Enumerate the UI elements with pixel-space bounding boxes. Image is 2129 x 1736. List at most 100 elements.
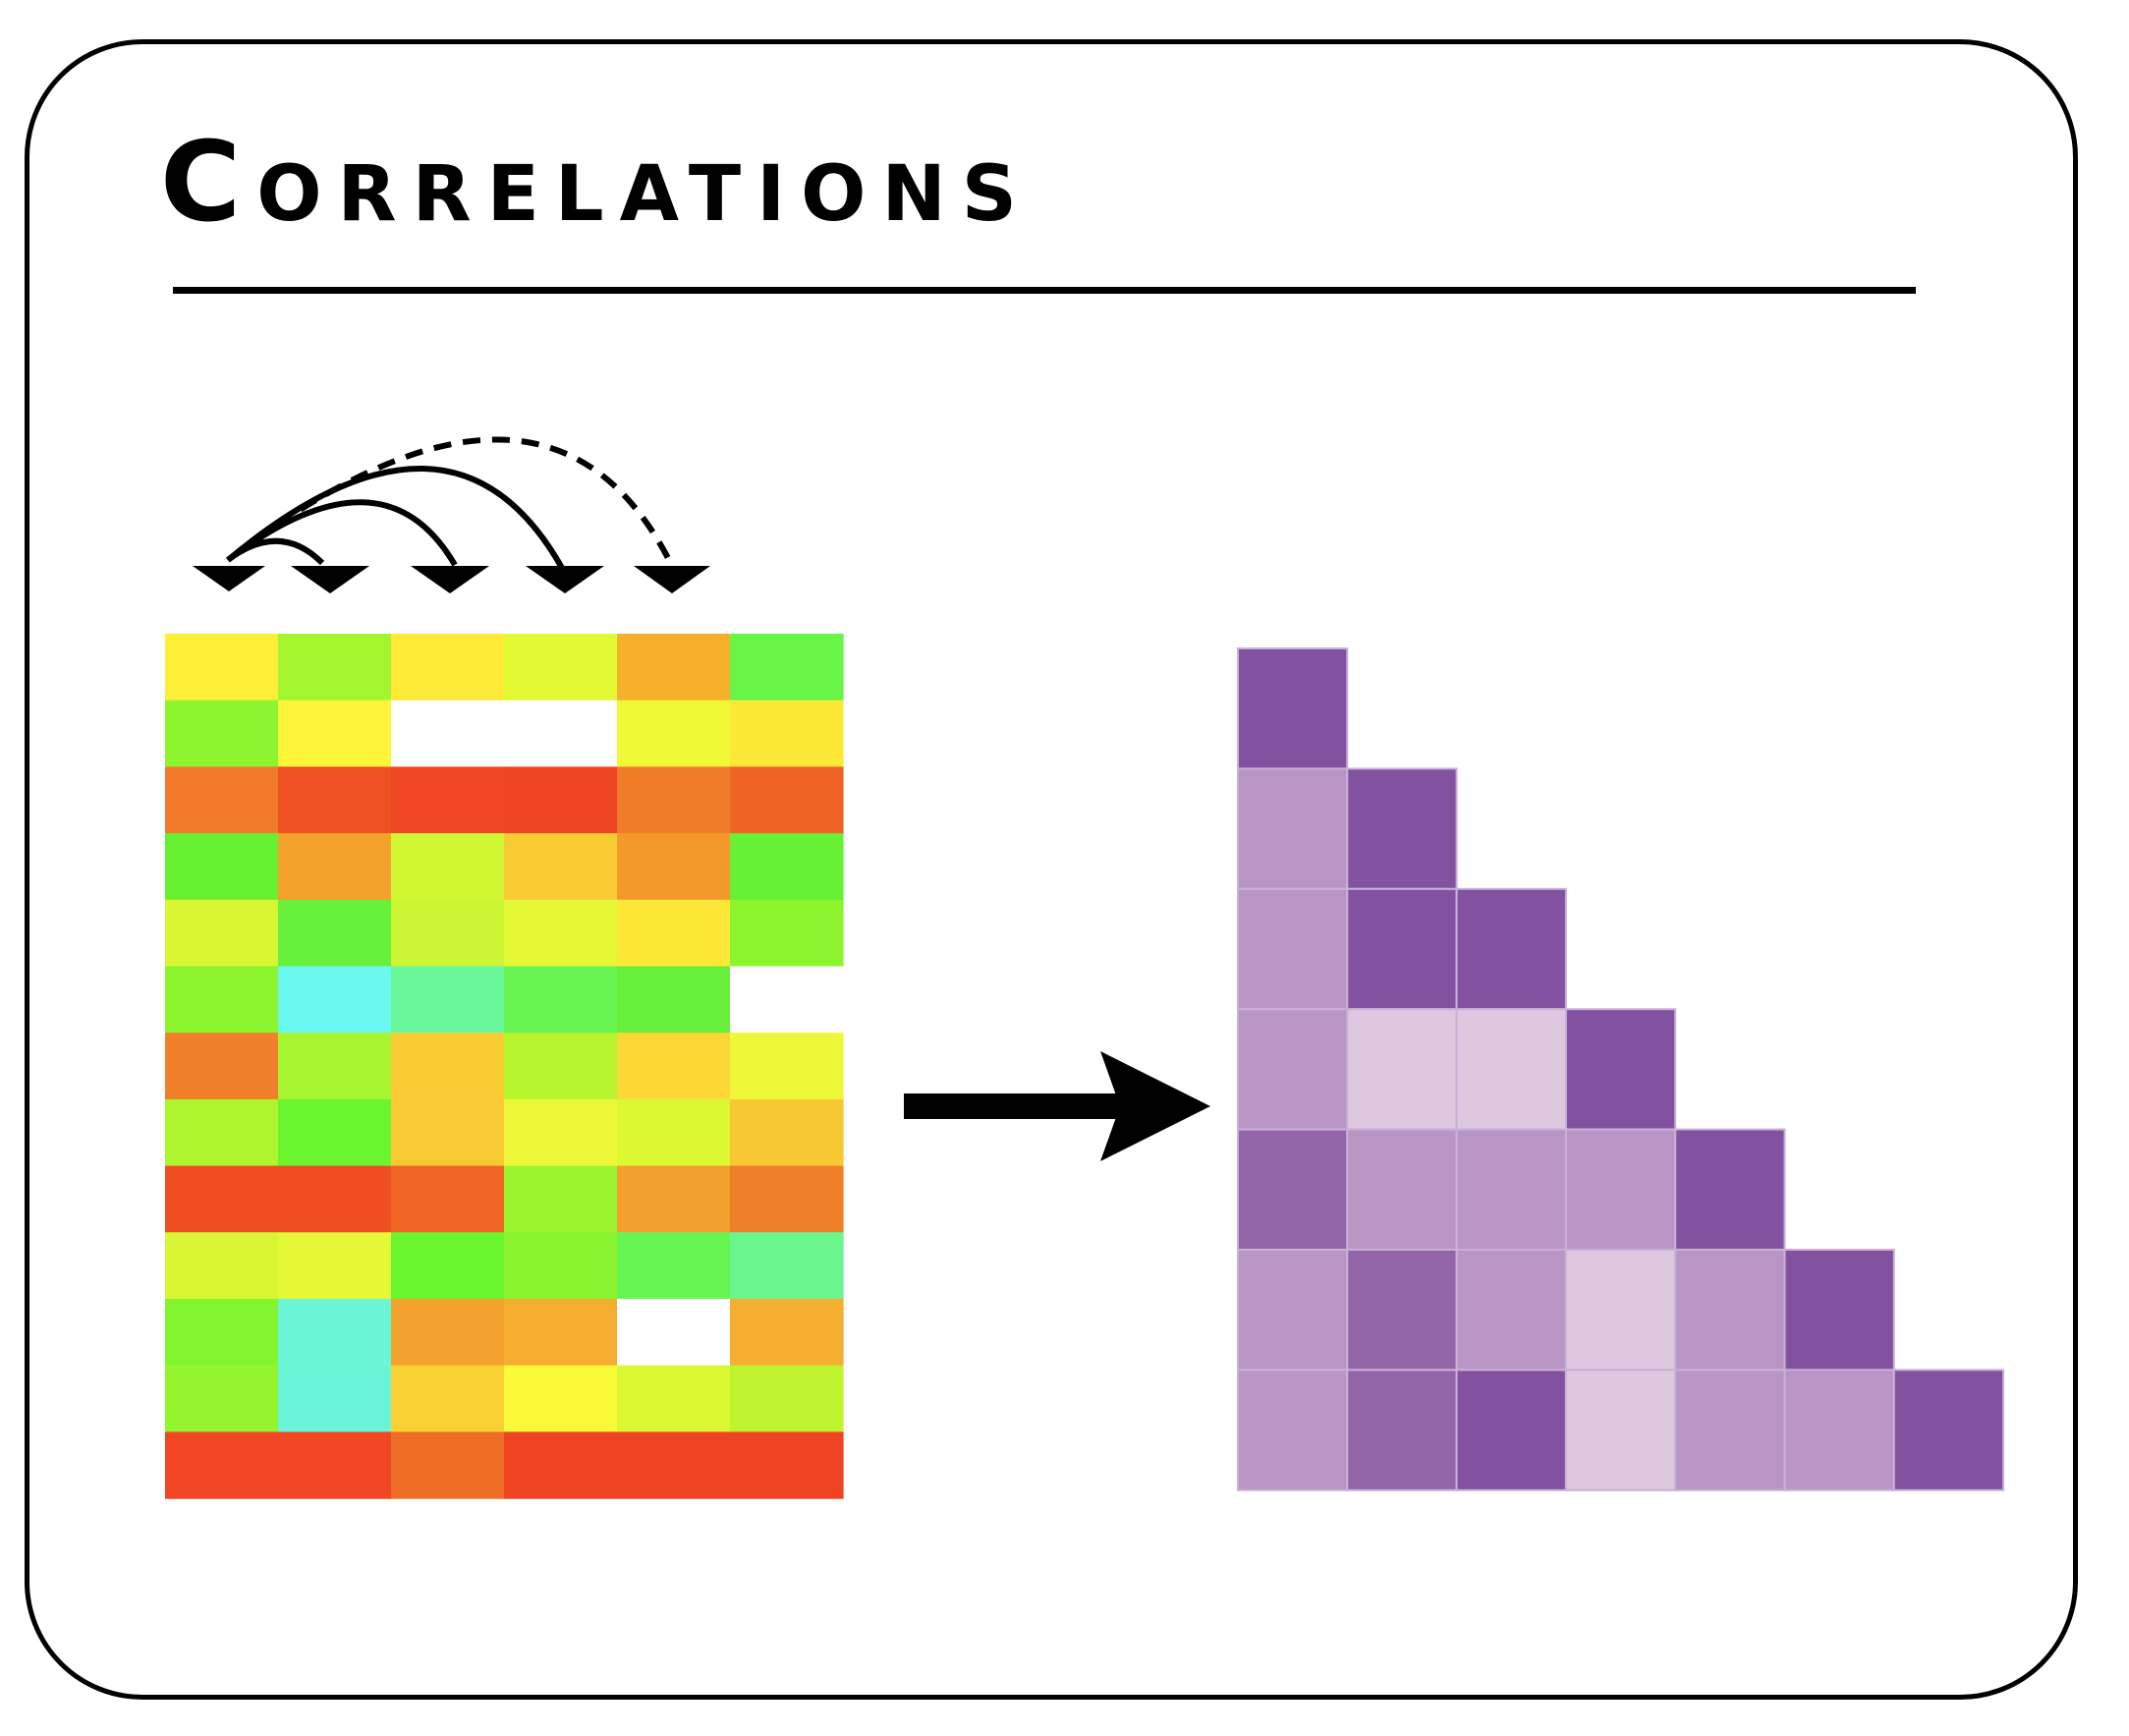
heatmap-cell: [278, 634, 392, 701]
heatmap-cell: [165, 899, 279, 968]
triangle-cell-dark: [1674, 1128, 1786, 1251]
heatmap-cell: [730, 1431, 844, 1499]
heatmap-cell: [391, 1299, 505, 1367]
heatmap-cell: [278, 1299, 392, 1367]
heatmap-cell: [730, 1033, 844, 1100]
triangle-cell-light: [1674, 1369, 1786, 1491]
heatmap-cell: [730, 1098, 844, 1167]
triangle-cell-light: [1237, 1369, 1349, 1491]
correlation-triangle-matrix: [1237, 647, 2005, 1491]
pairwise-arcs-icon: [226, 436, 677, 572]
triangle-cell-light: [1674, 1249, 1786, 1372]
triangle-cell-light: [1455, 1249, 1567, 1372]
heatmap-cell: [278, 1365, 392, 1432]
transform-arrow-head: [1100, 1051, 1210, 1161]
heatmap-cell: [617, 700, 731, 767]
heatmap-cell: [617, 1365, 731, 1432]
heatmap-cell: [278, 1232, 392, 1300]
heatmap-cell: [165, 1365, 279, 1432]
triangle-cell-dark: [1346, 767, 1458, 890]
heatmap-cell: [730, 966, 844, 1034]
heatmap-cell: [165, 833, 279, 901]
heatmap-cell: [278, 1098, 392, 1167]
triangle-cell-dark: [1237, 647, 1349, 770]
heatmap-cell: [391, 766, 505, 834]
heatmap-cell: [617, 1165, 731, 1233]
triangle-cell-light: [1237, 887, 1349, 1011]
triangle-cell-light: [1237, 1008, 1349, 1131]
heatmap-cell: [730, 634, 844, 701]
triangle-cell-light: [1564, 1128, 1677, 1251]
heatmap-cell: [504, 1299, 618, 1367]
triangle-cell-dark: [1564, 1008, 1677, 1131]
triangle-cell-light: [1237, 767, 1349, 890]
heatmap-cell: [617, 1033, 731, 1100]
heatmap-cell: [165, 766, 279, 834]
heatmap-cell: [391, 1098, 505, 1167]
transform-arrow-shaft: [904, 1093, 1120, 1119]
heatmap-cell: [504, 833, 618, 901]
heatmap-cell: [278, 1431, 392, 1499]
heatmap-cell: [617, 634, 731, 701]
arrowhead-col4: [526, 566, 604, 593]
triangle-cell-pale: [1346, 1008, 1458, 1131]
heatmap-cell: [165, 1098, 279, 1167]
heatmap-cell: [278, 1033, 392, 1100]
triangle-cell-light: [1783, 1369, 1895, 1491]
heatmap-cell: [391, 1033, 505, 1100]
title-divider: [173, 287, 1916, 294]
arrowhead-col2: [291, 566, 369, 593]
triangle-cell-dark: [1892, 1369, 2005, 1491]
heatmap-cell: [617, 1098, 731, 1167]
heatmap-cell: [730, 1299, 844, 1367]
heatmap-cell: [617, 833, 731, 901]
heatmap-cell: [504, 966, 618, 1034]
heatmap-cell: [504, 1033, 618, 1100]
heatmap-cell: [504, 700, 618, 767]
heatmap-cell: [391, 1431, 505, 1499]
arc-arrowheads: [193, 566, 710, 593]
heatmap-cell: [730, 899, 844, 968]
heatmap-cell: [391, 1232, 505, 1300]
heatmap-cell: [391, 1165, 505, 1233]
heatmap-cell: [617, 966, 731, 1034]
triangle-cell-medium: [1346, 1369, 1458, 1491]
triangle-cell-light: [1455, 1128, 1567, 1251]
triangle-cell-dark: [1455, 1369, 1567, 1491]
heatmap-cell: [730, 700, 844, 767]
heatmap-cell: [391, 833, 505, 901]
heatmap-cell: [504, 634, 618, 701]
heatmap-cell: [730, 833, 844, 901]
heatmap-cell: [504, 766, 618, 834]
triangle-cell-dark: [1455, 887, 1567, 1011]
heatmap-cell: [165, 700, 279, 767]
heatmap-cell: [165, 966, 279, 1034]
heatmap-cell: [165, 1299, 279, 1367]
heatmap-cell: [391, 700, 505, 767]
heatmap-cell: [504, 899, 618, 968]
heatmap-cell: [278, 700, 392, 767]
arrowhead-col3: [411, 566, 489, 593]
triangle-cell-medium: [1237, 1128, 1349, 1251]
heatmap-cell: [165, 1033, 279, 1100]
heatmap-cell: [165, 634, 279, 701]
arrowhead-col5: [634, 566, 710, 593]
heatmap-cell: [391, 899, 505, 968]
triangle-cell-pale: [1455, 1008, 1567, 1131]
heatmap-cell: [504, 1232, 618, 1300]
triangle-cell-medium: [1346, 1249, 1458, 1372]
heatmap-cell: [165, 1165, 279, 1233]
triangle-cell-light: [1346, 1128, 1458, 1251]
heatmap-cell: [617, 766, 731, 834]
triangle-cell-dark: [1783, 1249, 1895, 1372]
heatmap-cell: [165, 1232, 279, 1300]
heatmap-cell: [617, 1431, 731, 1499]
heatmap-cell: [278, 1165, 392, 1233]
triangle-cell-light: [1237, 1249, 1349, 1372]
arc-col1-col4: [226, 466, 565, 570]
heatmap-cell: [278, 966, 392, 1034]
heatmap-cell: [730, 1232, 844, 1300]
arc-col1-col5-dashed: [226, 436, 677, 572]
heatmap-cell: [278, 766, 392, 834]
